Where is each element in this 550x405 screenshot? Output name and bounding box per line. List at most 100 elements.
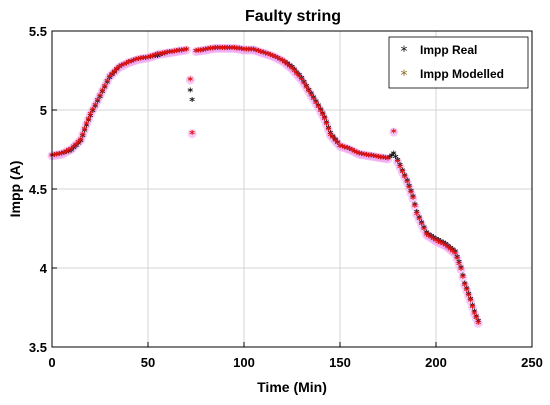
data-point-impp-modelled: * — [217, 43, 223, 56]
data-point-impp-real: * — [189, 95, 195, 108]
data-point-impp-modelled: * — [68, 144, 74, 157]
data-point-impp-real: * — [426, 229, 432, 242]
data-point-impp-modelled: * — [148, 52, 154, 65]
data-point-impp-modelled: * — [412, 201, 418, 214]
data-point-impp-real: * — [433, 234, 439, 247]
data-point-impp-modelled: * — [313, 98, 319, 111]
data-point-impp-modelled: * — [322, 114, 328, 127]
data-point-impp-modelled: * — [140, 53, 146, 66]
data-point-impp-modelled: * — [210, 43, 216, 56]
legend: * Impp Real * Impp Modelled — [388, 36, 529, 89]
data-point-impp-real: * — [361, 150, 367, 163]
data-point-impp-modelled: * — [433, 236, 439, 249]
data-point-impp-real: * — [322, 112, 328, 125]
data-point-impp-real: * — [210, 43, 216, 56]
data-point-impp-real: * — [337, 141, 343, 154]
data-point-impp-modelled: * — [359, 149, 365, 162]
data-point-impp-real: * — [468, 294, 474, 307]
legend-box — [388, 36, 529, 89]
data-point-impp-real: * — [304, 81, 310, 94]
data-point-impp-real: * — [86, 116, 92, 129]
data-point-impp-real: * — [280, 56, 286, 69]
data-point-impp-modelled: * — [256, 46, 262, 59]
data-point-impp-modelled: * — [176, 46, 182, 59]
data-point-impp-modelled: * — [454, 254, 460, 267]
data-point-impp-real: * — [406, 181, 412, 194]
data-point-impp-real: * — [284, 59, 290, 72]
data-point-impp-real: * — [296, 70, 302, 83]
data-point-impp-modelled: * — [470, 302, 476, 315]
data-point-impp-modelled: * — [460, 272, 466, 285]
data-point-impp-real: * — [136, 54, 142, 67]
data-point-impp-modelled: * — [200, 45, 206, 58]
halo-point — [383, 154, 393, 164]
data-point-impp-modelled: * — [445, 242, 451, 255]
halo-point — [458, 272, 468, 282]
data-point-impp-real: * — [140, 53, 146, 66]
data-point-impp-real: * — [378, 152, 384, 165]
data-point-impp-real: * — [466, 289, 472, 302]
data-point-impp-modelled: * — [203, 44, 209, 57]
data-point-impp-real: * — [452, 247, 458, 260]
data-point-impp-modelled: * — [385, 153, 391, 166]
data-point-impp-modelled: * — [272, 52, 278, 65]
data-point-impp-modelled: * — [104, 76, 110, 89]
data-point-impp-real: * — [270, 51, 276, 64]
data-point-impp-real: * — [95, 97, 101, 110]
data-point-impp-modelled: * — [287, 61, 293, 74]
data-point-impp-real: * — [368, 151, 374, 164]
data-point-impp-real: * — [59, 149, 65, 162]
data-point-impp-modelled: * — [335, 138, 341, 151]
data-point-impp-modelled: * — [296, 72, 302, 85]
data-point-impp-modelled: * — [294, 69, 300, 82]
data-point-impp-modelled: * — [80, 129, 86, 142]
data-point-impp-modelled: * — [378, 152, 384, 165]
data-point-impp-real: * — [424, 228, 430, 241]
data-point-impp-modelled: * — [212, 43, 218, 56]
data-point-impp-modelled: * — [52, 150, 58, 163]
data-point-impp-real: * — [200, 45, 206, 58]
data-point-impp-real: * — [416, 212, 422, 225]
data-point-impp-real: * — [54, 150, 60, 163]
data-point-impp-real: * — [473, 311, 479, 324]
data-point-impp-real: * — [152, 51, 158, 64]
data-point-impp-real: * — [174, 46, 180, 59]
data-point-impp-modelled: * — [198, 45, 204, 58]
data-point-impp-real: * — [464, 284, 470, 297]
data-point-impp-real: * — [445, 241, 451, 254]
data-point-impp-real: * — [66, 146, 72, 159]
data-point-impp-real: * — [313, 97, 319, 110]
data-point-impp-real: * — [316, 101, 322, 114]
data-point-impp-modelled: * — [236, 44, 242, 57]
data-point-impp-real: * — [116, 62, 122, 75]
data-point-impp-real: * — [205, 44, 211, 57]
data-point-impp-real: * — [359, 149, 365, 162]
data-point-impp-real: * — [265, 49, 271, 62]
data-point-impp-modelled: * — [239, 44, 245, 57]
data-point-impp-modelled: * — [306, 86, 312, 99]
legend-marker-impp-modelled: * — [401, 68, 408, 84]
data-point-impp-modelled: * — [220, 43, 226, 56]
data-point-impp-modelled: * — [54, 150, 60, 163]
data-point-impp-modelled: * — [472, 308, 478, 321]
halo-point — [456, 265, 466, 275]
data-point-impp-modelled: * — [241, 44, 247, 57]
data-point-impp-real: * — [239, 44, 245, 57]
data-point-impp-real: * — [320, 108, 326, 121]
data-point-impp-real: * — [299, 73, 305, 86]
data-point-impp-real: * — [104, 78, 110, 91]
data-point-impp-modelled: * — [84, 119, 90, 132]
data-point-impp-modelled: * — [189, 128, 195, 141]
data-point-impp-modelled: * — [320, 110, 326, 123]
data-point-impp-real: * — [100, 87, 106, 100]
data-point-impp-real: * — [107, 73, 113, 86]
data-point-impp-modelled: * — [184, 44, 190, 57]
data-point-impp-real: * — [61, 148, 67, 161]
data-point-impp-modelled: * — [354, 148, 360, 161]
x-tick-label: 100 — [233, 355, 255, 370]
data-point-impp-modelled: * — [400, 167, 406, 180]
data-point-impp-modelled: * — [326, 125, 332, 138]
data-point-impp-real: * — [462, 278, 468, 291]
data-point-impp-modelled: * — [224, 43, 230, 56]
data-point-impp-modelled: * — [88, 109, 94, 122]
